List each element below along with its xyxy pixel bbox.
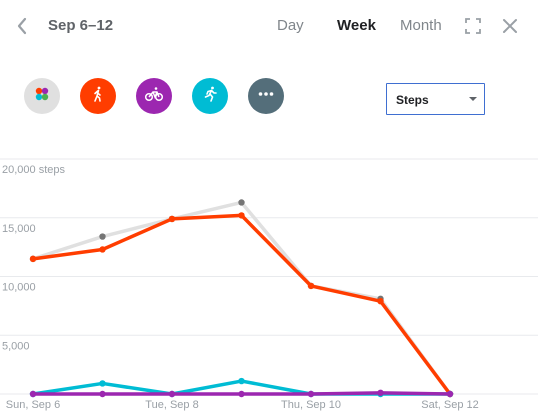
more-dots-icon bbox=[257, 85, 275, 108]
data-point bbox=[99, 246, 106, 253]
y-tick-label: 10,000 bbox=[2, 282, 36, 294]
close-icon[interactable] bbox=[498, 14, 522, 38]
back-chevron-icon[interactable] bbox=[12, 14, 34, 38]
y-tick-label: 5,000 bbox=[2, 340, 30, 352]
data-point bbox=[168, 390, 176, 398]
data-point bbox=[29, 390, 37, 398]
data-point bbox=[29, 255, 37, 263]
multicolor-dots-icon bbox=[33, 85, 51, 108]
filter-biking[interactable] bbox=[136, 78, 172, 114]
tab-month[interactable]: Month bbox=[400, 17, 442, 34]
data-point bbox=[307, 282, 315, 290]
steps-line-chart: 20,000 steps 15,000 10,000 5,000 Sun, Sep 6… bbox=[0, 158, 538, 411]
metric-select-value: Steps bbox=[396, 93, 429, 107]
metric-select[interactable]: Steps bbox=[386, 83, 485, 115]
filter-walking[interactable] bbox=[80, 78, 116, 114]
x-tick-label: Sat, Sep 12 bbox=[421, 399, 479, 411]
running-icon bbox=[201, 85, 219, 108]
data-point bbox=[238, 212, 245, 219]
y-tick-label: 15,000 bbox=[2, 223, 36, 235]
x-tick-label: Sun, Sep 6 bbox=[6, 399, 60, 411]
data-point bbox=[377, 389, 384, 397]
series-line bbox=[32, 200, 452, 396]
filter-running[interactable] bbox=[192, 78, 228, 114]
data-point bbox=[99, 390, 106, 398]
data-point bbox=[238, 377, 245, 385]
x-tick-label: Tue, Sep 8 bbox=[145, 399, 198, 411]
data-point bbox=[99, 233, 106, 240]
data-point bbox=[307, 390, 315, 398]
data-point bbox=[377, 297, 384, 305]
tab-day[interactable]: Day bbox=[277, 17, 304, 34]
data-point bbox=[99, 380, 106, 387]
fullscreen-icon[interactable] bbox=[461, 14, 485, 38]
tab-week[interactable]: Week bbox=[337, 17, 376, 34]
header-bar: Sep 6–12 Day Week Month bbox=[0, 0, 538, 52]
y-tick-label: 20,000 steps bbox=[2, 164, 65, 176]
activity-filters bbox=[0, 78, 538, 118]
series-line bbox=[32, 213, 452, 396]
x-tick-label: Thu, Sep 10 bbox=[281, 399, 341, 411]
filter-all-activities[interactable] bbox=[24, 78, 60, 114]
data-point bbox=[168, 215, 176, 223]
filter-more[interactable] bbox=[248, 78, 284, 114]
data-point bbox=[238, 390, 245, 398]
bicycle-icon bbox=[144, 85, 164, 108]
date-range-title: Sep 6–12 bbox=[48, 17, 114, 34]
data-point bbox=[446, 390, 454, 398]
walking-icon bbox=[89, 85, 107, 108]
chevron-down-icon bbox=[469, 97, 477, 101]
data-point bbox=[238, 199, 245, 206]
